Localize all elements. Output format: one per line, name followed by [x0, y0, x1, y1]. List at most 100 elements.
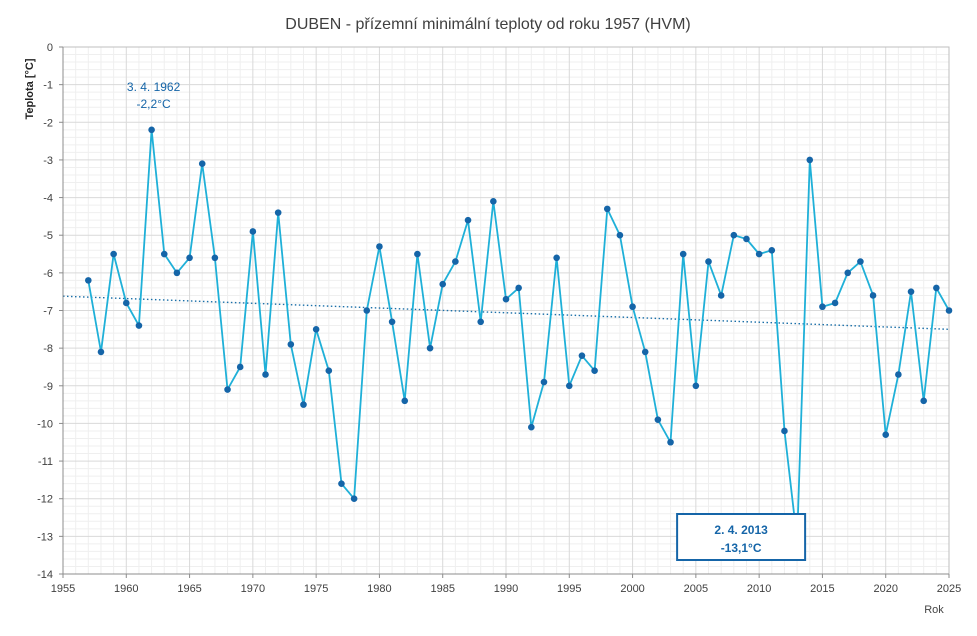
- data-point: [85, 277, 92, 284]
- x-tick-label: 1960: [114, 583, 138, 595]
- data-point: [249, 228, 257, 235]
- y-tick-label: -7: [43, 306, 53, 318]
- data-point: [540, 378, 548, 386]
- y-tick-label: -3: [43, 155, 53, 167]
- data-point: [857, 258, 864, 265]
- data-point: [135, 322, 143, 329]
- data-point: [350, 495, 358, 503]
- data-point: [528, 423, 535, 431]
- data-point: [502, 295, 510, 303]
- data-point: [236, 363, 244, 371]
- data-point: [312, 326, 320, 333]
- annotation-value: -2,2°C: [137, 97, 171, 111]
- data-point: [641, 348, 649, 356]
- y-tick-label: -4: [43, 193, 53, 205]
- data-point: [654, 416, 662, 423]
- y-tick-label: -14: [37, 569, 53, 581]
- data-point: [262, 371, 269, 378]
- x-tick-label: 1985: [430, 583, 454, 595]
- data-point: [300, 401, 307, 408]
- y-axis-label: Teplota [°C]: [24, 58, 36, 119]
- data-point: [274, 209, 282, 216]
- annotation-date: 3. 4. 1962: [127, 80, 181, 94]
- data-point: [515, 284, 522, 292]
- y-tick-label: -2: [43, 117, 53, 129]
- data-point: [806, 156, 814, 164]
- data-point: [578, 352, 586, 359]
- data-point: [768, 246, 776, 254]
- data-point: [401, 397, 409, 405]
- data-point: [679, 250, 687, 258]
- data-point: [477, 318, 484, 326]
- data-point: [819, 303, 826, 311]
- data-point: [667, 438, 674, 446]
- annotation-value: -13,1°C: [721, 541, 762, 555]
- data-point: [869, 292, 877, 299]
- data-point: [414, 250, 421, 258]
- data-point: [439, 280, 447, 288]
- data-point: [743, 235, 750, 243]
- annotation: 2. 4. 2013 -13,1°C: [676, 513, 807, 561]
- data-point: [945, 307, 953, 314]
- data-point: [920, 397, 927, 405]
- annotation: 3. 4. 1962 -2,2°C: [127, 80, 181, 111]
- data-point: [717, 292, 725, 299]
- x-tick-label: 2005: [684, 583, 708, 595]
- data-point: [730, 231, 738, 239]
- data-point: [565, 382, 573, 390]
- y-tick-label: -11: [38, 456, 53, 468]
- data-point: [110, 250, 117, 258]
- data-point: [186, 254, 193, 262]
- data-point: [882, 431, 890, 439]
- data-point: [692, 382, 700, 390]
- data-point: [553, 254, 560, 262]
- x-tick-label: 1990: [494, 583, 518, 595]
- data-point: [755, 250, 763, 258]
- x-tick-label: 1980: [367, 583, 391, 595]
- data-point: [705, 258, 712, 265]
- x-tick-label: 1970: [241, 583, 265, 595]
- x-tick-label: 2015: [810, 583, 834, 595]
- data-point: [122, 299, 130, 307]
- chart-title: DUBEN - přízemní minimální teploty od ro…: [285, 16, 690, 33]
- data-point: [452, 258, 459, 265]
- y-tick-label: -6: [43, 268, 53, 280]
- data-point: [198, 160, 206, 167]
- y-tick-label: -5: [43, 230, 53, 242]
- data-point: [591, 367, 598, 375]
- data-point: [224, 386, 231, 393]
- data-point: [895, 371, 902, 378]
- annotation-box: [676, 513, 807, 561]
- data-point: [97, 348, 105, 356]
- data-point: [148, 126, 155, 134]
- data-point: [490, 198, 497, 205]
- y-tick-label: -9: [43, 381, 53, 393]
- x-tick-label: 1975: [304, 583, 328, 595]
- x-axis-label: Rok: [924, 604, 944, 616]
- data-point: [388, 318, 396, 326]
- y-tick-label: -8: [43, 343, 53, 355]
- y-tick-label: -13: [37, 531, 53, 543]
- y-tick-label: 0: [47, 42, 53, 54]
- data-point: [464, 216, 472, 224]
- data-point: [426, 344, 434, 352]
- x-tick-label: 1995: [557, 583, 581, 595]
- y-tick-label: -10: [37, 418, 53, 430]
- data-point: [376, 243, 383, 250]
- data-point: [933, 284, 940, 292]
- data-point: [160, 250, 168, 258]
- y-tick-label: -1: [43, 80, 53, 92]
- data-point: [907, 288, 915, 295]
- data-point: [616, 231, 624, 239]
- data-point: [603, 205, 611, 213]
- y-tick-label: -12: [37, 494, 53, 506]
- x-tick-label: 1955: [51, 583, 75, 595]
- data-point: [211, 254, 219, 262]
- x-tick-label: 1965: [177, 583, 201, 595]
- x-tick-label: 2010: [747, 583, 771, 595]
- x-tick-label: 2020: [873, 583, 897, 595]
- data-point: [629, 303, 636, 311]
- data-point: [781, 427, 788, 435]
- x-tick-label: 2000: [620, 583, 644, 595]
